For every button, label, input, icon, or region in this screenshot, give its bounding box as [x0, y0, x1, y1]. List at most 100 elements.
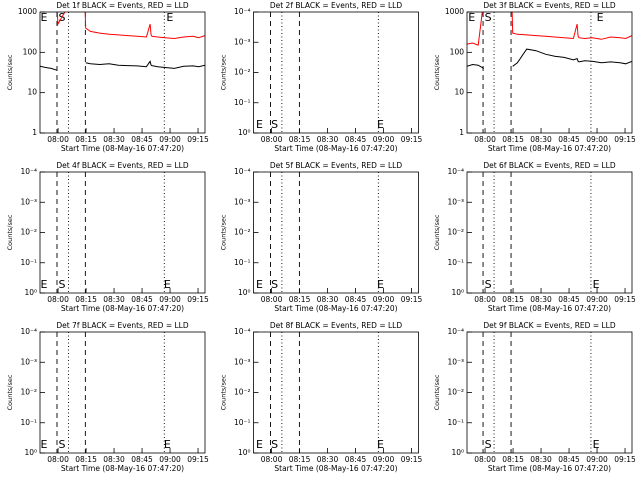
- x-tick-label: 08:00: [47, 295, 69, 304]
- y-tick-label: 10⁻¹: [447, 418, 464, 427]
- x-tick-label: 08:45: [345, 295, 367, 304]
- annotation: E: [40, 438, 47, 451]
- x-tick-label: 09:00: [159, 135, 181, 144]
- x-tick-label: 09:15: [614, 455, 636, 464]
- annotation: S: [485, 438, 492, 451]
- panel: Det 1f BLACK = Events, RED = LLD Counts/s…: [6, 1, 209, 153]
- y-tick-label: 10⁰: [24, 448, 37, 457]
- panel-title: Det 8f BLACK = Events, RED = LLD: [270, 321, 403, 330]
- x-axis-title: Start Time (08-May-16 07:47:20): [488, 304, 611, 313]
- x-tick-label: 09:00: [586, 135, 608, 144]
- x-tick-label: 08:15: [502, 135, 524, 144]
- y-tick-label: 10⁻³: [447, 197, 464, 206]
- panel: Det 6f BLACK = Events, RED = LLD Counts/s…: [433, 161, 636, 313]
- series-line: [467, 12, 632, 46]
- x-axis-title: Start Time (08-May-16 07:47:20): [488, 144, 611, 153]
- x-tick-label: 08:15: [75, 295, 97, 304]
- y-tick-label: 10: [454, 88, 464, 97]
- y-tick-label: 10⁰: [238, 128, 251, 137]
- y-tick-label: 10⁻¹: [447, 258, 464, 267]
- x-tick-label: 09:15: [401, 455, 423, 464]
- y-tick-label: 10⁻¹: [234, 418, 251, 427]
- plot-frame: [39, 331, 206, 454]
- panel-title: Det 2f BLACK = Events, RED = LLD: [270, 1, 403, 10]
- annotation: S: [485, 278, 492, 291]
- y-tick-label: 10⁻⁴: [234, 327, 251, 336]
- y-tick-label: 1: [32, 128, 37, 137]
- panel: Det 9f BLACK = Events, RED = LLD Counts/s…: [433, 321, 636, 473]
- x-tick-label: 08:45: [558, 455, 580, 464]
- series-line: [467, 48, 632, 69]
- annotation: E: [593, 438, 600, 451]
- plot-frame: [466, 331, 633, 454]
- y-tick-label: 10⁻³: [447, 357, 464, 366]
- x-axis-title: Start Time (08-May-16 07:47:20): [61, 304, 184, 313]
- panel-title: Det 1f BLACK = Events, RED = LLD: [56, 1, 189, 10]
- y-tick-label: 10⁻²: [234, 68, 251, 77]
- y-tick-label: 1: [459, 128, 464, 137]
- x-tick-label: 09:00: [586, 295, 608, 304]
- y-tick-label: 10⁰: [238, 288, 251, 297]
- x-tick-label: 08:45: [131, 295, 153, 304]
- annotation: E: [164, 278, 171, 291]
- x-tick-label: 09:15: [187, 135, 209, 144]
- y-tick-label: 10⁻²: [20, 388, 37, 397]
- y-tick-label: 1000: [18, 7, 37, 16]
- annotation: E: [164, 438, 171, 451]
- x-tick-label: 08:15: [289, 135, 311, 144]
- x-tick-label: 09:15: [614, 135, 636, 144]
- x-tick-label: 08:00: [261, 455, 283, 464]
- x-tick-label: 09:15: [401, 135, 423, 144]
- x-tick-label: 08:00: [261, 295, 283, 304]
- x-tick-label: 09:15: [187, 295, 209, 304]
- x-axis-title: Start Time (08-May-16 07:47:20): [274, 144, 397, 153]
- series-line: [56, 12, 205, 40]
- annotation: E: [166, 11, 173, 24]
- annotation: E: [256, 438, 263, 451]
- annotation: E: [377, 278, 384, 291]
- x-tick-label: 08:30: [317, 295, 339, 304]
- y-axis-title: Counts/sec: [433, 54, 441, 90]
- x-tick-label: 08:30: [530, 455, 552, 464]
- x-tick-label: 08:45: [558, 295, 580, 304]
- x-tick-label: 09:15: [187, 455, 209, 464]
- y-tick-label: 10: [27, 88, 37, 97]
- x-axis-title: Start Time (08-May-16 07:47:20): [274, 304, 397, 313]
- annotation: S: [59, 438, 66, 451]
- annotation: E: [593, 278, 600, 291]
- y-tick-label: 10⁻¹: [20, 258, 37, 267]
- annotation: S: [271, 278, 278, 291]
- y-tick-label: 10⁻²: [20, 228, 37, 237]
- x-tick-label: 08:00: [474, 455, 496, 464]
- plot-frame: [253, 331, 419, 454]
- x-tick-label: 08:15: [289, 295, 311, 304]
- annotation: E: [377, 438, 384, 451]
- y-tick-label: 100: [23, 47, 38, 56]
- x-tick-label: 08:00: [474, 135, 496, 144]
- x-tick-label: 08:30: [103, 455, 125, 464]
- y-tick-label: 10⁻²: [234, 228, 251, 237]
- x-tick-label: 08:15: [289, 455, 311, 464]
- x-tick-label: 08:00: [47, 135, 69, 144]
- x-tick-label: 09:00: [586, 455, 608, 464]
- panel-title: Det 9f BLACK = Events, RED = LLD: [483, 321, 616, 330]
- y-tick-label: 10⁻⁴: [234, 7, 251, 16]
- x-tick-label: 08:00: [261, 135, 283, 144]
- x-tick-label: 08:30: [317, 455, 339, 464]
- annotation: E: [377, 118, 384, 131]
- y-axis-title: Counts/sec: [220, 214, 228, 250]
- panel-title: Det 4f BLACK = Events, RED = LLD: [56, 161, 189, 170]
- y-tick-label: 10⁻⁴: [447, 327, 464, 336]
- series-line: [40, 60, 205, 71]
- y-axis-title: Counts/sec: [433, 214, 441, 250]
- panel-title: Det 7f BLACK = Events, RED = LLD: [56, 321, 189, 330]
- plot-frame: [466, 11, 633, 134]
- annotation: E: [256, 278, 263, 291]
- y-tick-label: 10⁻⁴: [20, 167, 37, 176]
- x-tick-label: 09:00: [373, 295, 395, 304]
- annotation: E: [40, 278, 47, 291]
- x-tick-label: 09:15: [614, 295, 636, 304]
- panel: Det 5f BLACK = Events, RED = LLD Counts/s…: [220, 161, 423, 313]
- y-tick-label: 10⁰: [24, 288, 37, 297]
